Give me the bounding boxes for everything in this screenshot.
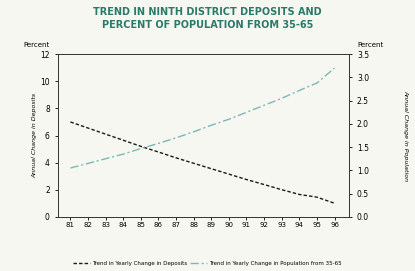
Legend: Trend in Yearly Change in Deposits, Trend in Yearly Change in Population from 35: Trend in Yearly Change in Deposits, Tren… — [71, 259, 344, 268]
Text: TREND IN NINTH DISTRICT DEPOSITS AND: TREND IN NINTH DISTRICT DEPOSITS AND — [93, 7, 322, 17]
Y-axis label: Annual Change in Population: Annual Change in Population — [403, 90, 408, 181]
Y-axis label: Annual Change in Deposits: Annual Change in Deposits — [32, 93, 37, 178]
Text: Percent: Percent — [23, 42, 49, 48]
Text: Percent: Percent — [357, 42, 383, 48]
Text: PERCENT OF POPULATION FROM 35-65: PERCENT OF POPULATION FROM 35-65 — [102, 20, 313, 30]
